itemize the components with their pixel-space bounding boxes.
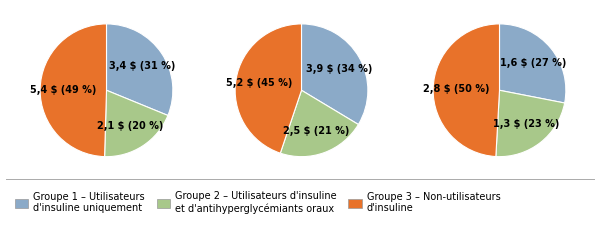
Wedge shape bbox=[433, 24, 500, 157]
Text: 1,6 $ (27 %): 1,6 $ (27 %) bbox=[500, 58, 566, 68]
Wedge shape bbox=[280, 90, 358, 157]
Text: 3,4 $ (31 %): 3,4 $ (31 %) bbox=[109, 61, 176, 71]
Wedge shape bbox=[106, 24, 173, 115]
Wedge shape bbox=[235, 24, 302, 153]
Text: 2,8 $ (50 %): 2,8 $ (50 %) bbox=[423, 84, 490, 94]
Text: 5,2 $ (45 %): 5,2 $ (45 %) bbox=[226, 78, 292, 88]
Wedge shape bbox=[40, 24, 107, 157]
Text: 1,3 $ (23 %): 1,3 $ (23 %) bbox=[493, 119, 559, 129]
Text: 2,5 $ (21 %): 2,5 $ (21 %) bbox=[283, 126, 350, 136]
Text: 5,4 $ (49 %): 5,4 $ (49 %) bbox=[30, 85, 97, 95]
Text: 3,9 $ (34 %): 3,9 $ (34 %) bbox=[306, 64, 372, 74]
Text: 2,1 $ (20 %): 2,1 $ (20 %) bbox=[97, 122, 163, 132]
Wedge shape bbox=[496, 90, 565, 157]
Wedge shape bbox=[104, 90, 168, 157]
Wedge shape bbox=[301, 24, 368, 124]
Legend: Groupe 1 – Utilisateurs
d'insuline uniquement, Groupe 2 – Utilisateurs d'insulin: Groupe 1 – Utilisateurs d'insuline uniqu… bbox=[11, 188, 505, 218]
Wedge shape bbox=[499, 24, 566, 103]
